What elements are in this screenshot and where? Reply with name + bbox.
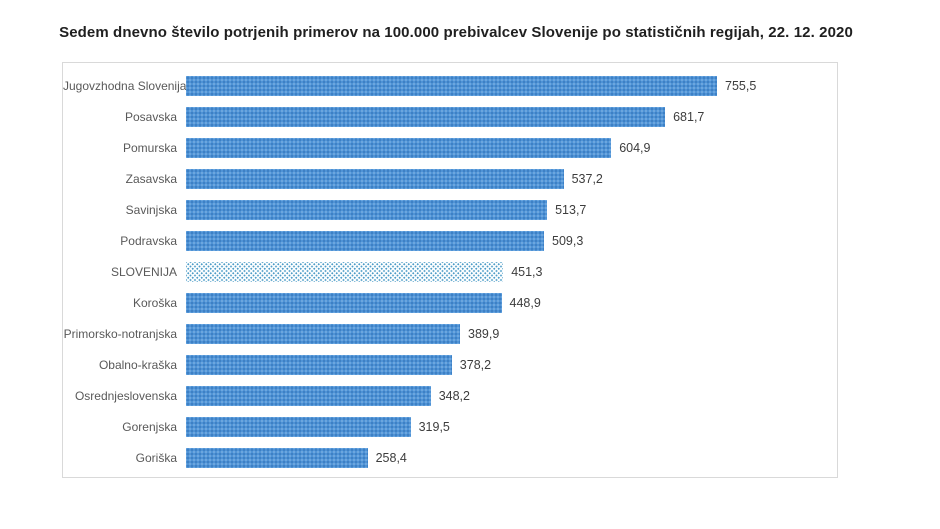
category-label: Posavska: [124, 109, 177, 124]
bar-row: Obalno-kraška 378,2: [63, 349, 837, 380]
bar-row: Pomurska 604,9: [63, 132, 837, 163]
bar: [186, 354, 452, 375]
bar-value: 681,7: [673, 109, 705, 124]
category-label: Podravska: [120, 233, 177, 248]
bar-row: Osrednjeslovenska 348,2: [63, 380, 837, 411]
category-label: Koroška: [132, 295, 177, 310]
bar-row: Podravska 509,3: [63, 225, 837, 256]
bar-value: 448,9: [509, 295, 541, 310]
bar-row: Koroška 448,9: [63, 287, 837, 318]
bar: [186, 292, 502, 313]
category-label: Primorsko-notranjska: [63, 326, 177, 341]
chart-title: Sedem dnevno število potrjenih primerov …: [59, 24, 853, 41]
bar-value: 604,9: [619, 140, 651, 155]
bar: [186, 230, 544, 251]
category-label: Jugovzhodna Slovenija: [63, 78, 187, 93]
category-label: Goriška: [135, 450, 177, 465]
bar-row: Zasavska 537,2: [63, 163, 837, 194]
category-label: Obalno-kraška: [98, 357, 177, 372]
bar: [186, 168, 564, 189]
bar: [186, 261, 504, 282]
category-label: Pomurska: [122, 140, 177, 155]
bar: [186, 447, 368, 468]
bar-row: Jugovzhodna Slovenija 755,5: [63, 70, 837, 101]
bar: [186, 416, 411, 437]
plot-area: Jugovzhodna Slovenija 755,5 Posavska 681…: [62, 62, 838, 478]
bar: [186, 75, 717, 96]
bar-row: Gorenjska 319,5: [63, 411, 837, 442]
category-label: SLOVENIJA: [110, 264, 177, 279]
bar-value: 451,3: [511, 264, 543, 279]
bar-row: Primorsko-notranjska 389,9: [63, 318, 837, 349]
category-label: Osrednjeslovenska: [74, 388, 177, 403]
category-label: Zasavska: [125, 171, 177, 186]
category-label: Gorenjska: [122, 419, 177, 434]
category-label: Savinjska: [125, 202, 177, 217]
bar-value: 319,5: [418, 419, 450, 434]
bar-value: 389,9: [468, 326, 500, 341]
bar-value: 348,2: [438, 388, 470, 403]
bar-row: Goriška 258,4: [63, 442, 837, 473]
bar: [186, 106, 666, 127]
bar-value: 258,4: [375, 450, 407, 465]
bar-row: Posavska 681,7: [63, 101, 837, 132]
bar: [186, 385, 431, 406]
bar: [186, 137, 612, 158]
bar-value: 537,2: [571, 171, 603, 186]
bar-value: 509,3: [552, 233, 584, 248]
bar-row: SLOVENIJA 451,3: [63, 256, 837, 287]
bar-row: Savinjska 513,7: [63, 194, 837, 225]
bar-value: 378,2: [459, 357, 492, 372]
bar: [186, 199, 548, 220]
bar-value: 755,5: [725, 78, 757, 93]
bar: [186, 323, 460, 344]
bar-value: 513,7: [555, 202, 587, 217]
